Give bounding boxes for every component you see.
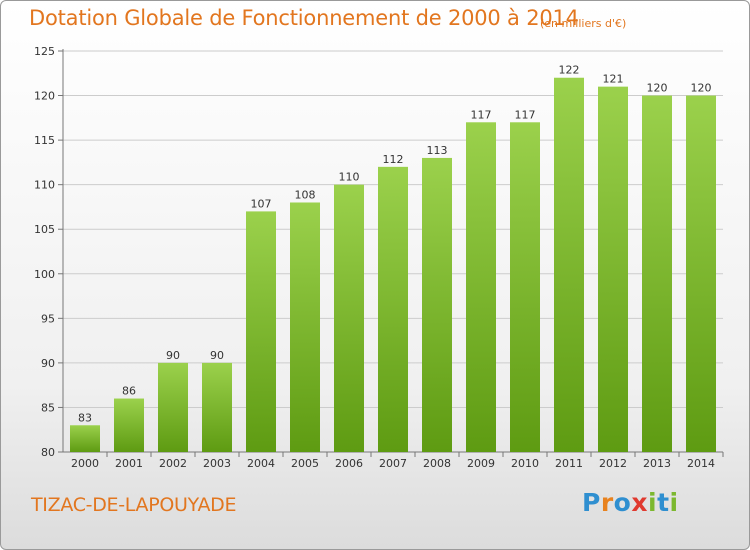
logo-letter: i [648, 488, 658, 517]
y-tick-label: 110 [34, 179, 55, 192]
y-tick-label: 85 [41, 401, 55, 414]
bar-value-label: 110 [339, 171, 360, 184]
x-tick-label: 2003 [203, 457, 231, 470]
x-tick-label: 2007 [379, 457, 407, 470]
x-tick-label: 2001 [115, 457, 143, 470]
y-tick-label: 125 [34, 45, 55, 58]
x-tick-label: 2008 [423, 457, 451, 470]
bar-value-label: 90 [166, 349, 180, 362]
bar-2003 [202, 362, 232, 452]
bar-2001 [114, 398, 144, 452]
x-tick-label: 2004 [247, 457, 275, 470]
logo-letter: x [631, 488, 648, 517]
logo-letter: i [669, 488, 679, 517]
y-tick-label: 95 [41, 312, 55, 325]
bar-value-label: 120 [691, 82, 712, 95]
bar-value-label: 122 [559, 64, 580, 77]
bar-2002 [158, 362, 188, 452]
y-tick-label: 120 [34, 90, 55, 103]
bar-value-label: 113 [427, 144, 448, 157]
x-tick-label: 2000 [71, 457, 99, 470]
bar-value-label: 83 [78, 411, 92, 424]
bar-value-label: 112 [383, 153, 404, 166]
bar-value-label: 117 [471, 108, 492, 121]
labels: 80 85 90 95 100 105 110 115 120 125 2000 83 2001 86 20… [34, 45, 715, 470]
bar-2014 [686, 95, 716, 453]
x-tick-label: 2005 [291, 457, 319, 470]
bar-value-label: 108 [295, 188, 316, 201]
y-tick-label: 105 [34, 223, 55, 236]
x-tick-label: 2010 [511, 457, 539, 470]
bar-2008 [422, 157, 452, 452]
bar-2005 [290, 202, 320, 452]
bar-2000 [70, 425, 100, 452]
x-tick-label: 2014 [687, 457, 715, 470]
bar-2013 [642, 95, 672, 453]
x-tick-label: 2013 [643, 457, 671, 470]
y-tick-label: 100 [34, 268, 55, 281]
bar-2006 [334, 184, 364, 452]
y-tick-label: 80 [41, 446, 55, 459]
logo-letter: P [582, 488, 601, 517]
bar-2010 [510, 122, 540, 453]
logo-letter: t [657, 488, 670, 517]
y-tick-label: 90 [41, 357, 55, 370]
bar-value-label: 86 [122, 385, 136, 398]
x-tick-label: 2006 [335, 457, 363, 470]
bar-2004 [246, 211, 276, 452]
logo-letter: r [600, 488, 614, 517]
bar-2011 [554, 77, 584, 452]
chart-subtitle: (en milliers d'€) [540, 17, 627, 30]
bar-value-label: 121 [603, 73, 624, 86]
bar-2012 [598, 86, 628, 453]
x-tick-label: 2002 [159, 457, 187, 470]
commune-name: TIZAC-DE-LAPOUYADE [31, 494, 237, 516]
bar-value-label: 90 [210, 349, 224, 362]
bar-value-label: 117 [515, 108, 536, 121]
x-tick-label: 2012 [599, 457, 627, 470]
bar-value-label: 107 [251, 197, 272, 210]
chart-title: Dotation Globale de Fonctionnement de 20… [29, 6, 579, 30]
bars [70, 77, 716, 453]
x-tick-label: 2009 [467, 457, 495, 470]
bar-value-label: 120 [647, 82, 668, 95]
logo-letter: o [613, 488, 632, 517]
y-tick-label: 115 [34, 134, 55, 147]
bar-2009 [466, 122, 496, 453]
proxiti-logo[interactable]: Proxiti [582, 488, 679, 517]
x-tick-label: 2011 [555, 457, 583, 470]
bar-2007 [378, 166, 408, 452]
